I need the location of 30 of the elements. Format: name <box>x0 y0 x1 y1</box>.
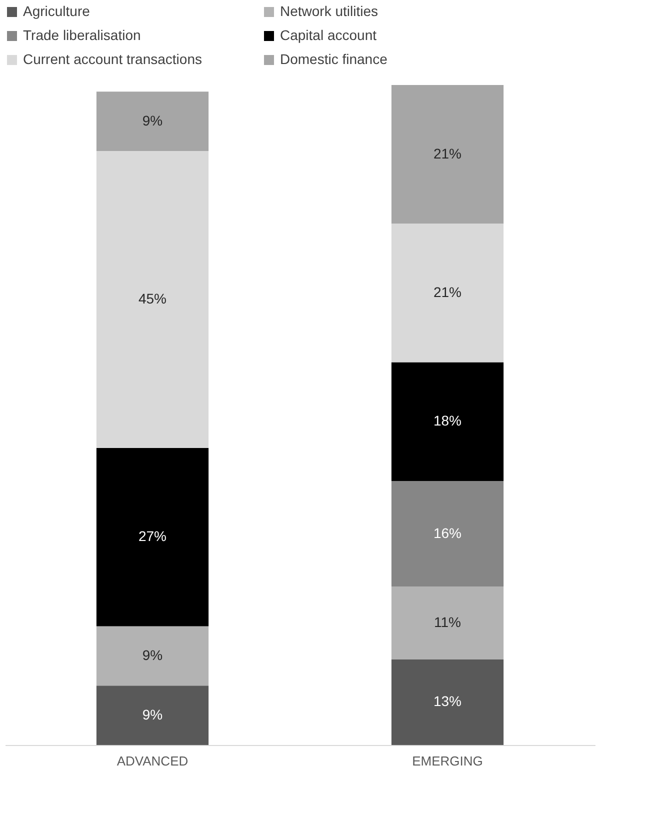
data-label: 27% <box>138 528 167 544</box>
data-label: 9% <box>142 646 163 663</box>
legend-label: Trade liberalisation <box>23 27 141 43</box>
bar <box>391 586 504 660</box>
data-label: 18% <box>433 412 462 429</box>
legend-label: Capital account <box>280 27 377 43</box>
bar <box>391 481 504 587</box>
legend-label: Agriculture <box>23 3 90 19</box>
bar <box>391 659 504 745</box>
data-label: 13% <box>433 693 462 710</box>
data-label: 9% <box>142 706 163 722</box>
bar <box>96 686 209 745</box>
bar <box>391 224 504 362</box>
data-label: 45% <box>138 290 167 306</box>
data-label: 21% <box>433 284 462 300</box>
legend-label: Network utilities <box>280 3 378 19</box>
x-tick-label: EMERGING <box>412 754 483 768</box>
x-tick-label: ADVANCED <box>116 754 188 768</box>
data-label: 11% <box>434 614 461 630</box>
data-label: 9% <box>142 112 163 128</box>
legend-label: Domestic finance <box>280 51 388 67</box>
data-label: 16% <box>433 524 462 541</box>
bar <box>96 626 209 686</box>
bar <box>96 92 209 151</box>
bar <box>391 362 504 481</box>
bar <box>96 151 209 448</box>
legend-label: Current account transactions <box>23 51 202 67</box>
bar <box>391 85 504 224</box>
data-label: 21% <box>433 145 462 162</box>
bar <box>96 448 209 626</box>
